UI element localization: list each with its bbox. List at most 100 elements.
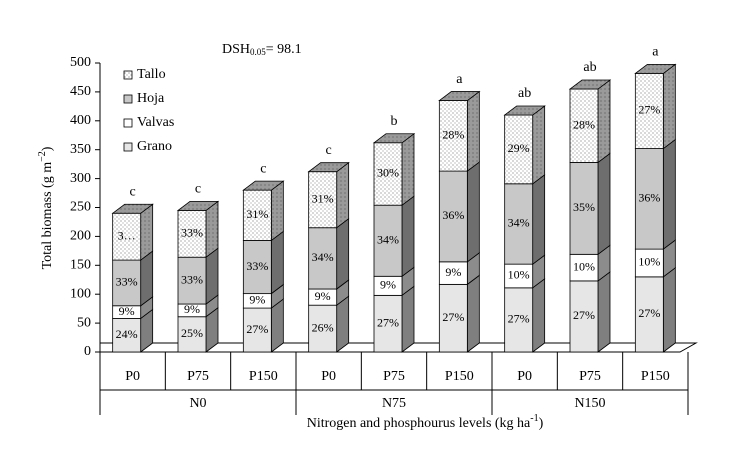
bar-side [401, 132, 415, 206]
percent-label: 27% [638, 103, 660, 117]
percent-label: 26% [312, 320, 334, 334]
bar-segment [112, 259, 142, 307]
percent-label: 3… [118, 228, 136, 242]
percent-label: 9% [184, 302, 200, 316]
significance-letter: a [456, 72, 463, 87]
bar-top [372, 133, 416, 144]
bar-segment [504, 287, 534, 353]
x-tick-label: P75 [187, 369, 209, 384]
percent-label: 28% [442, 128, 464, 142]
bar-segment [569, 88, 599, 163]
bar-side [140, 203, 154, 261]
bar-side [466, 161, 480, 263]
bar-side [662, 63, 676, 150]
bar-side [597, 271, 611, 353]
percent-label: 33% [116, 275, 138, 289]
y-tick-label: 450 [70, 84, 91, 99]
bar-segment [308, 171, 338, 229]
legend-label: Tallo [137, 67, 166, 82]
bar-segment [177, 256, 207, 305]
y-tick-label: 0 [84, 344, 91, 359]
percent-label: 28% [573, 117, 595, 131]
bar-side [532, 278, 546, 353]
bar-side [336, 217, 350, 290]
y-tick-label: 300 [70, 171, 91, 186]
bar-top [307, 162, 350, 173]
bar-segment [634, 276, 664, 353]
bar-side [205, 247, 219, 305]
significance-letter: c [326, 143, 332, 158]
bar-segment [373, 294, 403, 353]
bar-segment [242, 240, 272, 295]
significance-letter: ab [583, 60, 596, 75]
x-axis-label: Nitrogen and phosphourus levels (kg ha-1… [307, 413, 544, 431]
x-tick-label: P0 [321, 369, 336, 384]
percent-label: 10% [573, 259, 595, 273]
x-tick-label: P150 [445, 369, 474, 384]
bar-segment [634, 248, 664, 278]
bar-segment [438, 170, 468, 263]
percent-label: 36% [442, 208, 464, 222]
percent-label: 9% [249, 293, 265, 307]
percent-label: 33% [246, 259, 268, 273]
percent-label: 9% [380, 278, 396, 292]
x-tick-label: P150 [249, 369, 278, 384]
percent-label: 36% [638, 191, 660, 205]
significance-letter: c [260, 161, 266, 176]
percent-label: 29% [508, 141, 530, 155]
bar-segment [569, 280, 599, 353]
percent-label: 25% [181, 326, 203, 340]
significance-letter: c [130, 184, 136, 199]
y-axis-label: Total biomass (g m−2) [37, 146, 55, 269]
percent-label: 34% [377, 232, 399, 246]
x-tick-label: P0 [125, 369, 140, 384]
y-tick-label: 500 [70, 55, 91, 70]
x-tick-label: P150 [641, 369, 670, 384]
annotation: DSH0.05= 98.1 [222, 42, 302, 57]
percent-label: 27% [442, 310, 464, 324]
x-tick-label: P0 [517, 369, 532, 384]
percent-label: 31% [312, 191, 334, 205]
percent-label: 9% [119, 304, 135, 318]
group-label: N75 [382, 396, 406, 411]
significance-letter: ab [518, 86, 531, 101]
bar-side [662, 138, 676, 250]
y-tick-label: 100 [70, 286, 91, 301]
percent-label: 34% [312, 250, 334, 264]
percent-label: 31% [246, 207, 268, 221]
bar-side [270, 230, 284, 295]
bar-segment [242, 189, 272, 241]
bar-side [466, 274, 480, 353]
bar-top [242, 180, 285, 191]
bar-segment [569, 253, 599, 282]
bar-side [532, 105, 546, 185]
percent-label: 27% [508, 312, 530, 326]
bar-side [597, 79, 611, 164]
legend-swatch [123, 70, 133, 80]
x-tick-label: P75 [383, 369, 405, 384]
significance-letter: b [391, 114, 398, 129]
x-tick-label: P75 [579, 369, 601, 384]
y-tick-label: 350 [70, 142, 91, 157]
percent-label: 10% [638, 255, 660, 269]
percent-label: 30% [377, 166, 399, 180]
bar-side [466, 90, 480, 172]
bar-segment [177, 316, 207, 353]
percent-label: 35% [573, 200, 595, 214]
bar-side [532, 174, 546, 265]
bar-segment [438, 100, 468, 172]
legend-label: Hoja [137, 91, 165, 106]
y-tick-label: 250 [70, 200, 91, 215]
percent-label: 9% [315, 289, 331, 303]
bar-side [662, 267, 676, 353]
significance-letter: a [652, 45, 659, 60]
bar-top [176, 200, 220, 211]
bar-top [503, 105, 546, 116]
percent-label: 33% [181, 226, 203, 240]
bar-side [401, 195, 415, 278]
group-label: N150 [574, 396, 605, 411]
bar-side [401, 285, 415, 353]
bar-segment [373, 142, 403, 206]
bar-side [597, 152, 611, 256]
